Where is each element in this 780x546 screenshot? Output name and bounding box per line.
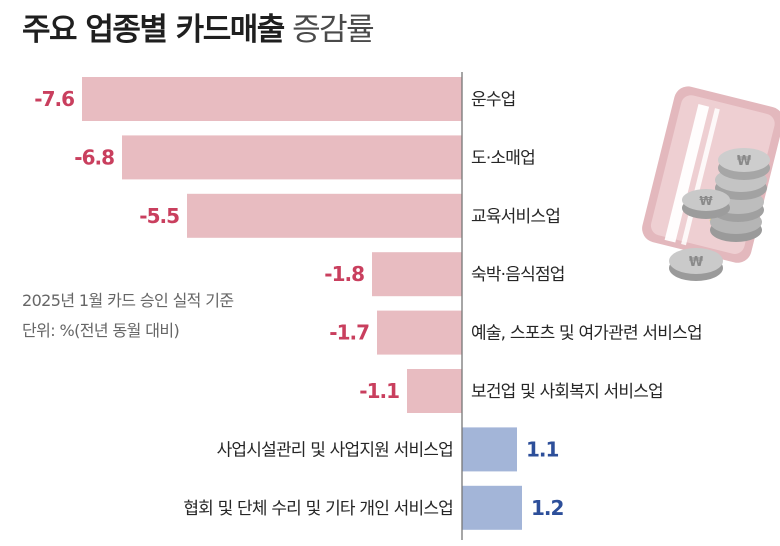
value-label: -1.1 bbox=[359, 379, 399, 403]
bar bbox=[407, 369, 462, 413]
bar bbox=[462, 485, 522, 530]
bar bbox=[462, 427, 517, 472]
value-label: 1.2 bbox=[531, 496, 564, 520]
category-label: 숙박·음식점업 bbox=[471, 265, 565, 285]
category-label: 운수업 bbox=[471, 90, 516, 110]
category-label: 도·소매업 bbox=[471, 148, 535, 168]
bar bbox=[82, 77, 462, 121]
note-basis: 2025년 1월 카드 승인 실적 기준 bbox=[22, 291, 234, 310]
value-label: -6.8 bbox=[74, 145, 114, 169]
value-label: -7.6 bbox=[34, 87, 74, 111]
category-label: 예술, 스포츠 및 여가관련 서비스업 bbox=[471, 324, 702, 344]
value-label: -1.8 bbox=[324, 262, 364, 286]
chart-title: 주요 업종별 카드매출 증감률 bbox=[22, 8, 375, 52]
category-label: 사업시설관리 및 사업지원 서비스업 bbox=[217, 440, 453, 460]
category-label: 교육서비스업 bbox=[471, 207, 560, 227]
category-label: 협회 및 단체 수리 및 기타 개인 서비스업 bbox=[183, 499, 453, 519]
bar bbox=[372, 252, 462, 297]
chart-title-suffix: 증감률 bbox=[292, 12, 375, 48]
bar bbox=[122, 135, 462, 180]
chart-title-main: 주요 업종별 카드매출 bbox=[22, 12, 285, 48]
category-label: 보건업 및 사회복지 서비스업 bbox=[471, 382, 663, 402]
bar bbox=[187, 193, 462, 238]
chart-note: 2025년 1월 카드 승인 실적 기준 단위: %(전년 동월 대비) bbox=[22, 286, 234, 346]
bar bbox=[377, 310, 462, 355]
value-label: -5.5 bbox=[139, 204, 179, 228]
value-label: 1.1 bbox=[526, 437, 559, 461]
value-label: -1.7 bbox=[329, 321, 369, 345]
note-unit: 단위: %(전년 동월 대비) bbox=[22, 321, 180, 340]
